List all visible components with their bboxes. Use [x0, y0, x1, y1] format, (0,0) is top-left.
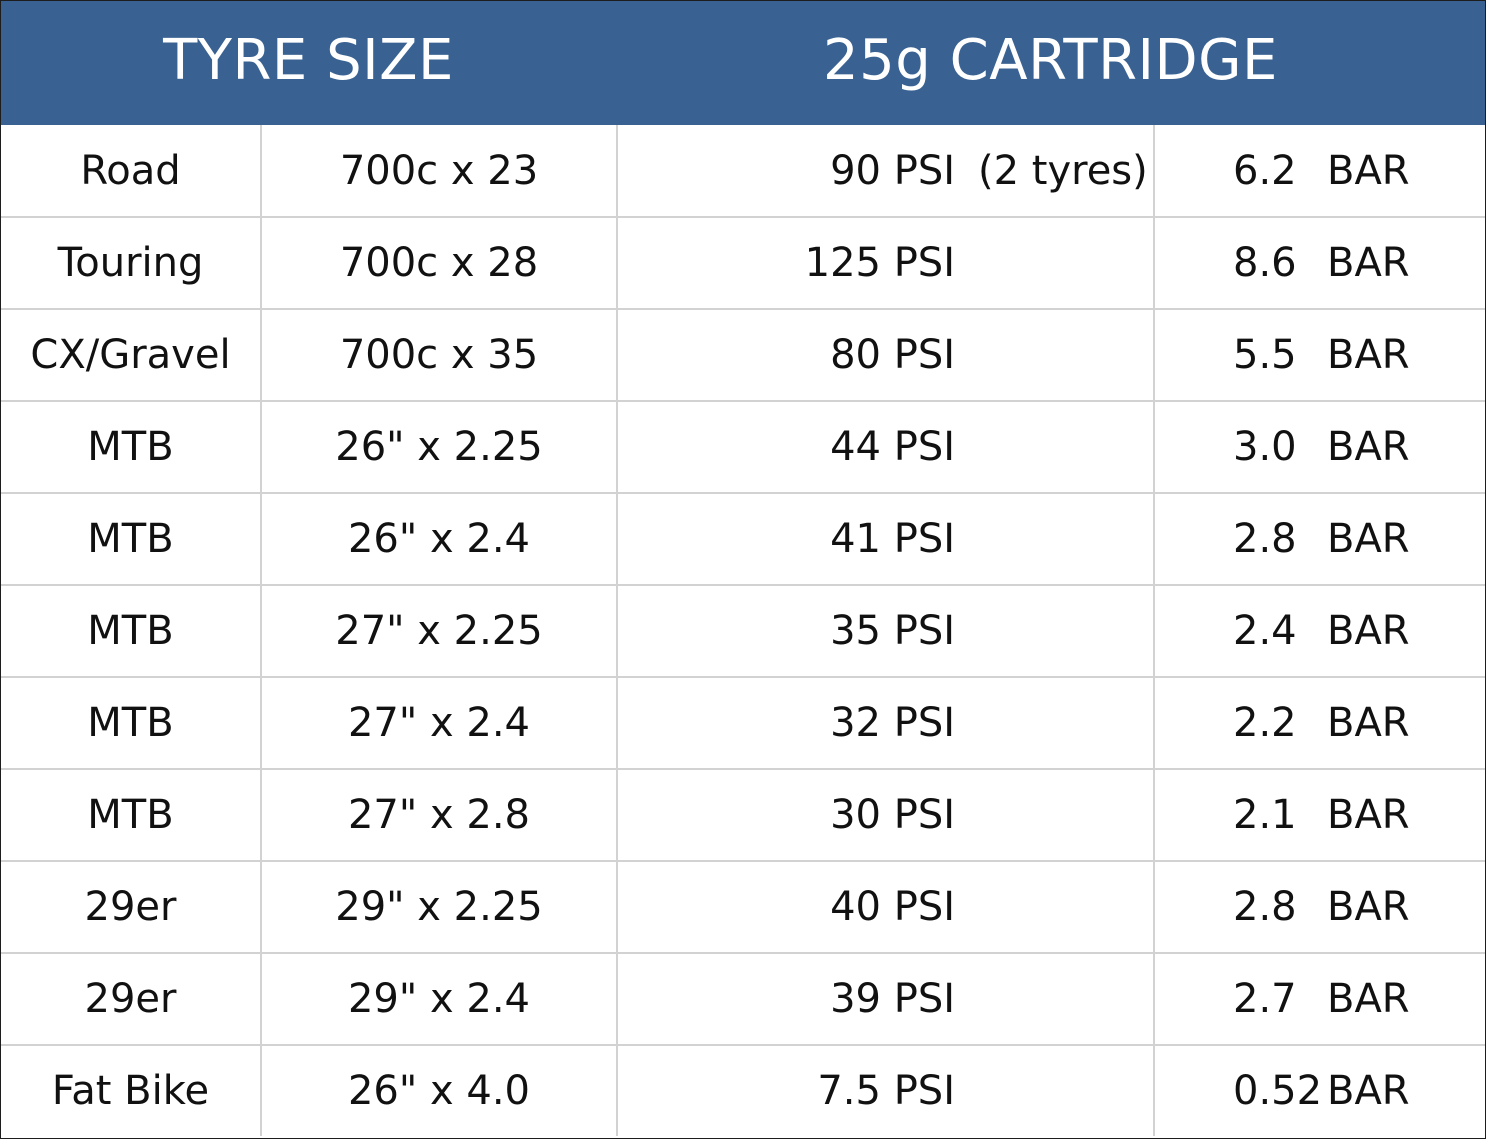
table-row: Touring 700c x 28 125 PSI 8.6 BAR	[1, 216, 1485, 308]
psi-value: 35 PSI	[830, 608, 955, 654]
bar-cell: 6.2 BAR	[1153, 125, 1485, 216]
psi-value: 30 PSI	[830, 792, 955, 838]
tyre-size-cell: 26" x 4.0	[260, 1046, 616, 1136]
table-row: Fat Bike 26" x 4.0 7.5 PSI 0.52 BAR	[1, 1044, 1485, 1136]
psi-value: 44 PSI	[830, 424, 955, 470]
header-cartridge: 25g CARTRIDGE	[823, 28, 1278, 93]
table-body: Road 700c x 23 90 PSI (2 tyres) 6.2 BAR …	[1, 125, 1485, 1138]
bike-type-cell: MTB	[87, 700, 174, 746]
tyre-size-cell: 700c x 23	[260, 125, 616, 216]
tyre-size-cell: 27" x 2.25	[260, 586, 616, 676]
bar-unit: BAR	[1327, 792, 1410, 838]
bar-unit: BAR	[1327, 608, 1410, 654]
psi-value: 39 PSI	[830, 976, 955, 1022]
psi-value: 7.5 PSI	[817, 1068, 955, 1114]
psi-cell: 80 PSI	[616, 310, 1153, 400]
table-row: 29er 29" x 2.25 40 PSI 2.8 BAR	[1, 860, 1485, 952]
bike-type-cell: MTB	[87, 608, 174, 654]
bar-unit: BAR	[1327, 976, 1410, 1022]
psi-cell: 125 PSI	[616, 218, 1153, 308]
psi-cell: 41 PSI	[616, 494, 1153, 584]
tyre-size-cell: 26" x 2.4	[260, 494, 616, 584]
table-row: MTB 27" x 2.4 32 PSI 2.2 BAR	[1, 676, 1485, 768]
psi-cell: 30 PSI	[616, 770, 1153, 860]
tyre-size-cell: 26" x 2.25	[260, 402, 616, 492]
bar-cell: 8.6 BAR	[1153, 218, 1485, 308]
table-row: MTB 27" x 2.8 30 PSI 2.1 BAR	[1, 768, 1485, 860]
table-row: MTB 27" x 2.25 35 PSI 2.4 BAR	[1, 584, 1485, 676]
tyre-size-cell: 700c x 35	[260, 310, 616, 400]
tyre-size-cell: 700c x 28	[260, 218, 616, 308]
table-row: MTB 26" x 2.25 44 PSI 3.0 BAR	[1, 400, 1485, 492]
tyre-size-cell: 27" x 2.4	[260, 678, 616, 768]
bar-unit: BAR	[1327, 424, 1410, 470]
bike-type-cell: Touring	[57, 240, 204, 286]
bar-value: 8.6	[1233, 240, 1297, 286]
bar-unit: BAR	[1327, 884, 1410, 930]
bar-unit: BAR	[1327, 240, 1410, 286]
psi-cell: 32 PSI	[616, 678, 1153, 768]
bike-type-cell: 29er	[84, 884, 177, 930]
bike-type-cell: 29er	[84, 976, 177, 1022]
tyre-size-cell: 29" x 2.4	[260, 954, 616, 1044]
bike-type-cell: MTB	[87, 424, 174, 470]
psi-value: 41 PSI	[830, 516, 955, 562]
bike-type-cell: CX/Gravel	[30, 332, 231, 378]
bar-cell: 2.7 BAR	[1153, 954, 1485, 1044]
table-header: TYRE SIZE 25g CARTRIDGE	[1, 1, 1485, 125]
bar-unit: BAR	[1327, 147, 1410, 194]
bar-cell: 2.4 BAR	[1153, 586, 1485, 676]
bar-value: 3.0	[1233, 424, 1297, 470]
header-tyre-size: TYRE SIZE	[163, 28, 454, 93]
bar-value: 5.5	[1233, 332, 1297, 378]
bar-unit: BAR	[1327, 700, 1410, 746]
bar-cell: 0.52 BAR	[1153, 1046, 1485, 1136]
bar-unit: BAR	[1327, 332, 1410, 378]
bar-cell: 2.8 BAR	[1153, 494, 1485, 584]
psi-value: 40 PSI	[830, 884, 955, 930]
psi-value: 90 PSI	[830, 147, 955, 194]
bar-cell: 5.5 BAR	[1153, 310, 1485, 400]
psi-value: 80 PSI	[830, 332, 955, 378]
bar-unit: BAR	[1327, 516, 1410, 562]
psi-value: 125 PSI	[804, 240, 955, 286]
bar-value: 2.4	[1233, 608, 1297, 654]
psi-note: (2 tyres)	[978, 147, 1148, 194]
bar-cell: 3.0 BAR	[1153, 402, 1485, 492]
bike-type-cell: MTB	[87, 516, 174, 562]
table-row: Road 700c x 23 90 PSI (2 tyres) 6.2 BAR	[1, 125, 1485, 216]
psi-cell: 7.5 PSI	[616, 1046, 1153, 1136]
psi-cell: 39 PSI	[616, 954, 1153, 1044]
tyre-size-cell: 27" x 2.8	[260, 770, 616, 860]
bar-value: 2.8	[1233, 516, 1297, 562]
tyre-size-cell: 29" x 2.25	[260, 862, 616, 952]
bike-type-cell: Road	[80, 147, 181, 194]
table-row: MTB 26" x 2.4 41 PSI 2.8 BAR	[1, 492, 1485, 584]
bike-type-cell: Fat Bike	[51, 1068, 210, 1114]
table-row: CX/Gravel 700c x 35 80 PSI 5.5 BAR	[1, 308, 1485, 400]
psi-cell: 35 PSI	[616, 586, 1153, 676]
psi-cell: 90 PSI (2 tyres)	[616, 125, 1153, 216]
bar-value: 2.8	[1233, 884, 1297, 930]
psi-cell: 44 PSI	[616, 402, 1153, 492]
psi-value: 32 PSI	[830, 700, 955, 746]
bike-type-cell: MTB	[87, 792, 174, 838]
bar-cell: 2.2 BAR	[1153, 678, 1485, 768]
bar-value: 2.2	[1233, 700, 1297, 746]
bar-unit: BAR	[1327, 1068, 1410, 1114]
psi-cell: 40 PSI	[616, 862, 1153, 952]
bar-value: 0.52	[1233, 1068, 1323, 1114]
bar-value: 6.2	[1233, 147, 1297, 194]
bar-value: 2.7	[1233, 976, 1297, 1022]
table-row: 29er 29" x 2.4 39 PSI 2.7 BAR	[1, 952, 1485, 1044]
bar-value: 2.1	[1233, 792, 1297, 838]
bar-cell: 2.1 BAR	[1153, 770, 1485, 860]
bar-cell: 2.8 BAR	[1153, 862, 1485, 952]
